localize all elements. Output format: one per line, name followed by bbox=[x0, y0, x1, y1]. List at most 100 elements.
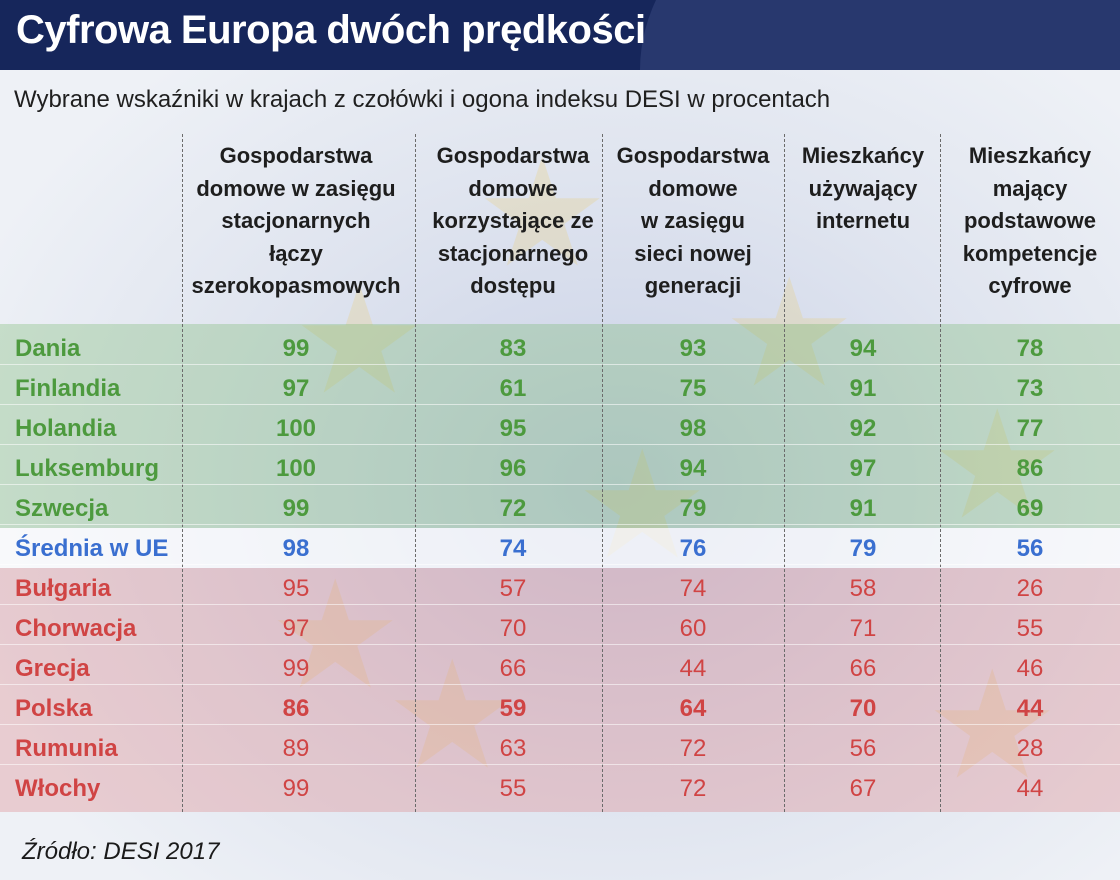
column-header-line: podstawowe bbox=[963, 208, 1096, 233]
column-header-line: Gospodarstwa bbox=[219, 143, 373, 168]
row-divider bbox=[0, 404, 1120, 405]
table-cell: 74 bbox=[679, 575, 707, 602]
column-header-line: Mieszkańcy bbox=[968, 143, 1092, 168]
eu-average-band bbox=[0, 528, 1120, 568]
column-header-line: Mieszkańcy bbox=[801, 143, 925, 168]
table-cell: 73 bbox=[1016, 375, 1044, 402]
row-divider bbox=[0, 524, 1120, 525]
row-label: Szwecja bbox=[15, 495, 109, 522]
row-divider bbox=[0, 684, 1120, 685]
table-cell: 66 bbox=[499, 655, 527, 682]
table-cell: 64 bbox=[679, 695, 707, 722]
table-cell: 86 bbox=[282, 695, 310, 722]
page-title: Cyfrowa Europa dwóch prędkości bbox=[16, 8, 646, 52]
column-header: Mieszkańcy używający internetu bbox=[788, 140, 938, 238]
eu-star-decoration: ★ bbox=[292, 256, 427, 424]
column-header-line: cyfrowe bbox=[988, 273, 1072, 298]
table-row: Szwecja 99 72 79 91 69 bbox=[0, 488, 1120, 528]
table-cell: 26 bbox=[1016, 575, 1044, 602]
table-row: Włochy 99 55 72 67 44 bbox=[0, 768, 1120, 808]
table-cell: 55 bbox=[499, 775, 527, 802]
column-header: Gospodarstwa domowe w zasięgu stacjonarnyc… bbox=[182, 140, 410, 303]
table-row: Chorwacja 97 70 60 71 55 bbox=[0, 608, 1120, 648]
row-label: Dania bbox=[15, 335, 81, 362]
eu-star-decoration: ★ bbox=[722, 249, 857, 417]
row-divider bbox=[0, 764, 1120, 765]
table-cell: 69 bbox=[1016, 495, 1044, 522]
row-label: Średnia w UE bbox=[15, 535, 169, 562]
table-cell: 99 bbox=[282, 655, 310, 682]
column-header: Gospodarstwa domowe korzystające ze stacjon… bbox=[421, 140, 606, 303]
table-cell: 67 bbox=[849, 775, 877, 802]
column-header-line: używający bbox=[808, 175, 918, 201]
row-label: Luksemburg bbox=[15, 455, 160, 482]
column-header-line: Gospodarstwa bbox=[436, 143, 590, 168]
bottom-countries-band bbox=[0, 568, 1120, 812]
top-countries-band bbox=[0, 324, 1120, 528]
column-header-line: generacji bbox=[644, 273, 742, 298]
row-label: Grecja bbox=[15, 655, 90, 682]
row-label: Finlandia bbox=[15, 375, 121, 402]
row-label: Holandia bbox=[15, 415, 117, 442]
eu-star-decoration: ★ bbox=[925, 641, 1060, 809]
table-cell: 91 bbox=[849, 495, 877, 522]
table-cell: 28 bbox=[1016, 735, 1044, 762]
table-cell: 71 bbox=[849, 615, 877, 642]
eu-star-decoration: ★ bbox=[475, 129, 610, 297]
table-cell: 72 bbox=[499, 495, 527, 522]
table-cell: 96 bbox=[499, 455, 527, 482]
column-separator bbox=[940, 134, 941, 812]
table-row: Finlandia 97 61 75 91 73 bbox=[0, 368, 1120, 408]
row-divider bbox=[0, 364, 1120, 365]
table-row: Holandia 100 95 98 92 77 bbox=[0, 408, 1120, 448]
subtitle: Wybrane wskaźniki w krajach z czołówki i… bbox=[14, 86, 831, 113]
column-separator bbox=[784, 134, 785, 812]
table-cell: 98 bbox=[282, 535, 310, 562]
table-row: Polska 86 59 64 70 44 bbox=[0, 688, 1120, 728]
table-cell: 99 bbox=[282, 775, 310, 802]
column-header-line: dostępu bbox=[470, 273, 556, 298]
row-divider bbox=[0, 724, 1120, 725]
table-cell: 89 bbox=[282, 735, 310, 762]
table-cell: 76 bbox=[679, 535, 707, 562]
eu-star-decoration: ★ bbox=[385, 631, 520, 799]
table-cell: 72 bbox=[679, 735, 707, 762]
table-cell: 44 bbox=[679, 655, 707, 682]
table-cell: 95 bbox=[499, 415, 527, 442]
eu-star-decoration: ★ bbox=[930, 381, 1065, 549]
column-header-line: stacjonarnego bbox=[437, 240, 589, 266]
eu-star-decoration: ★ bbox=[268, 551, 403, 719]
table-cell: 79 bbox=[849, 535, 877, 562]
table-cell: 58 bbox=[849, 575, 877, 602]
table-cell: 99 bbox=[282, 495, 310, 522]
table-row: Bułgaria 95 57 74 58 26 bbox=[0, 568, 1120, 608]
table-cell: 57 bbox=[499, 575, 527, 602]
row-label: Polska bbox=[15, 695, 93, 722]
column-separator bbox=[182, 134, 183, 812]
column-header-line: domowe bbox=[648, 175, 738, 201]
table-cell: 92 bbox=[849, 415, 877, 442]
table-cell: 70 bbox=[849, 695, 877, 722]
table-cell: 94 bbox=[849, 335, 877, 362]
column-header-line: internetu bbox=[815, 208, 911, 233]
table-row: Rumunia 89 63 72 56 28 bbox=[0, 728, 1120, 768]
table-cell: 46 bbox=[1016, 655, 1044, 682]
row-divider bbox=[0, 604, 1120, 605]
table-cell: 99 bbox=[282, 335, 310, 362]
table-cell: 75 bbox=[679, 375, 707, 402]
column-header-line: domowe bbox=[468, 175, 558, 201]
table-cell: 56 bbox=[1016, 535, 1044, 562]
row-divider bbox=[0, 484, 1120, 485]
table-cell: 59 bbox=[499, 695, 527, 722]
column-header-line: łączy bbox=[269, 240, 323, 266]
table-cell: 70 bbox=[499, 615, 527, 642]
table-cell: 44 bbox=[1016, 775, 1044, 802]
table-row: Średnia w UE 98 74 76 79 56 bbox=[0, 528, 1120, 568]
column-header-line: szerokopasmowych bbox=[191, 273, 401, 298]
table-cell: 63 bbox=[499, 735, 527, 762]
row-label: Chorwacja bbox=[15, 615, 137, 642]
table-cell: 56 bbox=[849, 735, 877, 762]
table-cell: 66 bbox=[849, 655, 877, 682]
table-cell: 79 bbox=[679, 495, 707, 522]
